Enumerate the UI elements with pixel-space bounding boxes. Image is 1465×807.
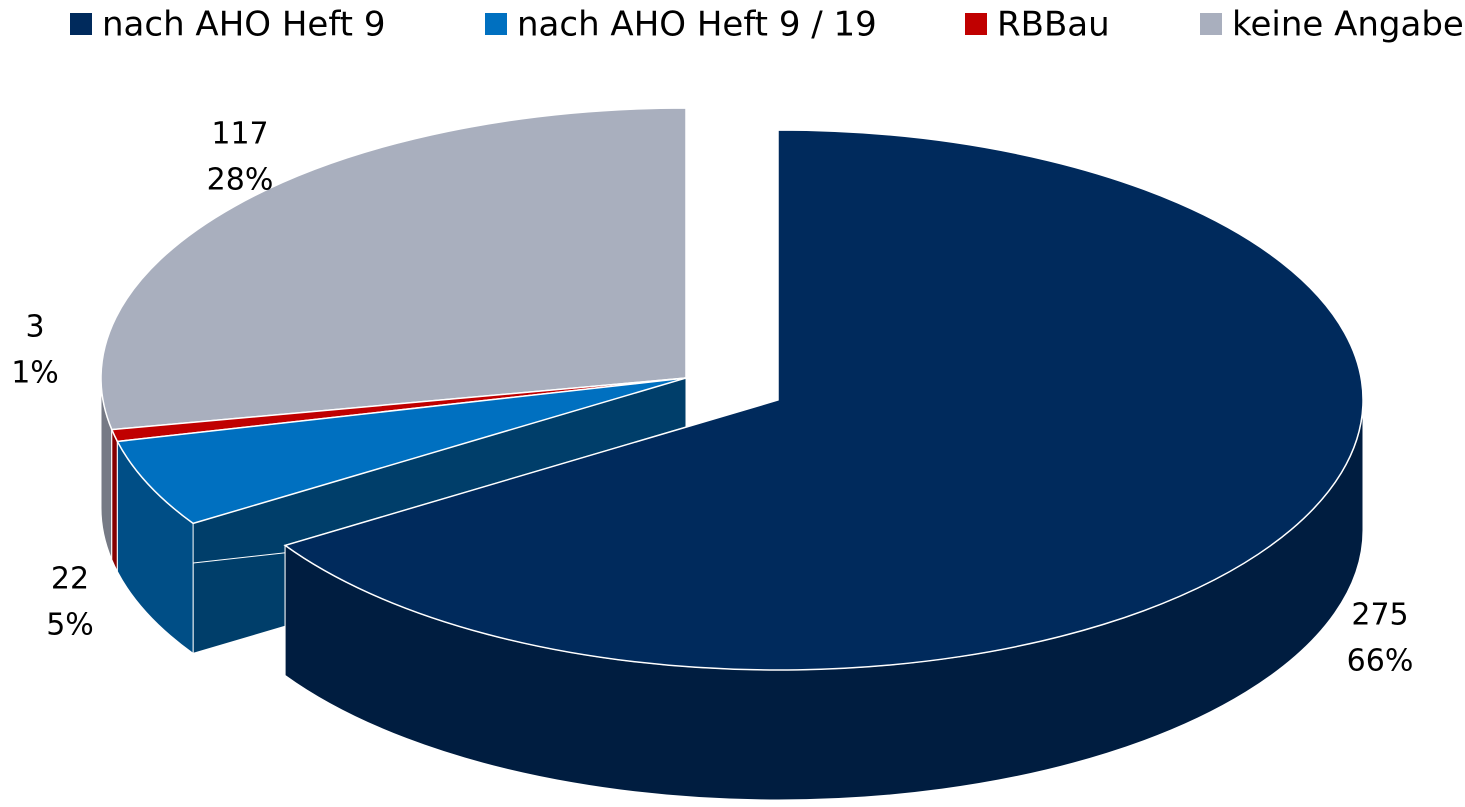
value-label: 117 [211, 117, 268, 152]
value-label: 22 [51, 562, 89, 597]
legend-label: keine Angabe [1232, 5, 1464, 45]
percent-label: 66% [1347, 644, 1414, 679]
value-label: 3 [25, 310, 44, 345]
legend-label: nach AHO Heft 9 [102, 5, 385, 45]
percent-label: 5% [46, 608, 94, 643]
percent-label: 1% [11, 356, 59, 391]
value-label: 275 [1351, 598, 1408, 633]
legend-label: nach AHO Heft 9 / 19 [517, 5, 877, 45]
percent-label: 28% [207, 163, 274, 198]
legend-swatch [965, 13, 987, 35]
slice-side [111, 429, 118, 572]
legend-swatch [1200, 13, 1222, 35]
legend-label: RBBau [997, 5, 1110, 45]
legend-swatch [485, 13, 507, 35]
slice [100, 107, 687, 431]
slice [283, 129, 1364, 671]
legend-swatch [70, 13, 92, 35]
slice [116, 377, 687, 525]
